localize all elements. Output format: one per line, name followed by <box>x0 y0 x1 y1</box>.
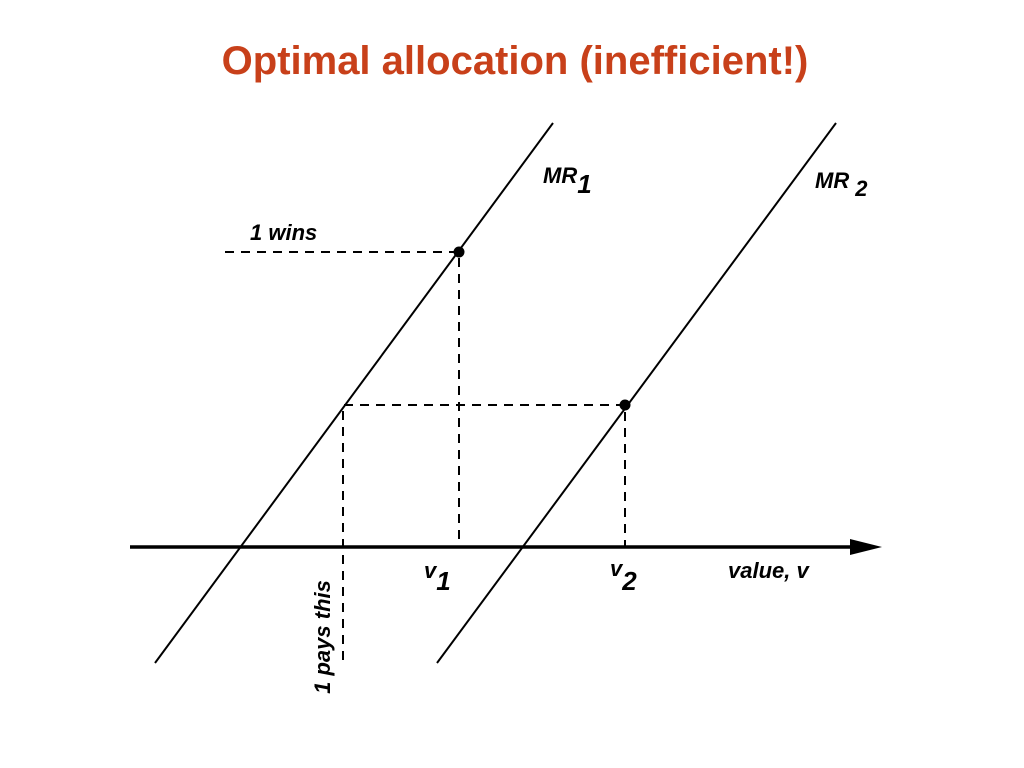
point-1 <box>453 246 465 258</box>
wins-label: 1 wins <box>250 220 317 245</box>
axis-label: value, v <box>728 558 810 583</box>
guide-2 <box>342 404 626 660</box>
point-2 <box>619 399 631 411</box>
v1-label: v1 <box>424 558 451 596</box>
mr2-label: MR 2 <box>815 168 868 201</box>
mr2-line <box>436 122 837 664</box>
mr1-text: MR <box>543 163 577 188</box>
v1-text: v <box>424 558 438 583</box>
v1-sub: 1 <box>436 566 450 596</box>
mr1-sub: 1 <box>577 169 591 199</box>
axis-arrow <box>850 539 882 555</box>
mr2-text: MR <box>815 168 849 193</box>
v2-sub: 2 <box>621 566 637 596</box>
mr1-line <box>154 122 554 664</box>
pays-label: 1 pays this <box>310 580 335 694</box>
mr1-label: MR1 <box>543 163 592 199</box>
mr2-sub: 2 <box>854 176 868 201</box>
v2-text: v <box>610 556 624 581</box>
v2-label: v2 <box>610 556 637 596</box>
title: Optimal allocation (inefficient!) <box>222 39 809 83</box>
